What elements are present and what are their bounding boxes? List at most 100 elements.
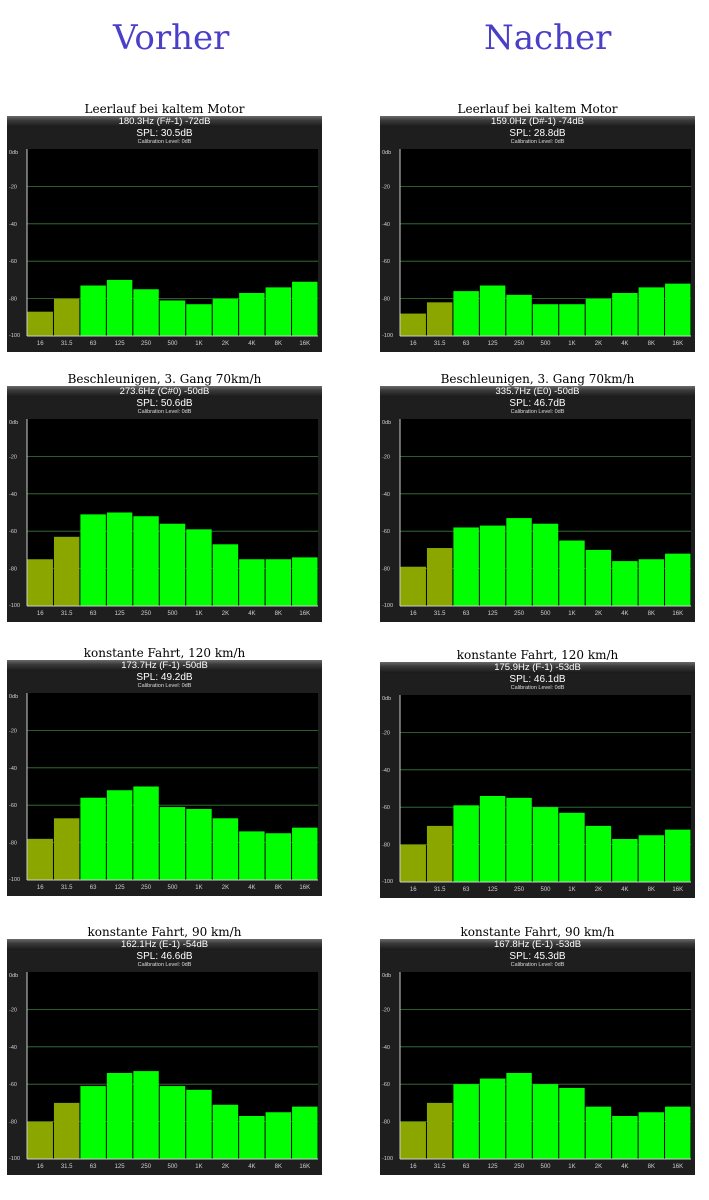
bar [239, 831, 265, 880]
bar [239, 292, 265, 336]
bar [292, 827, 318, 880]
frequency-readout: 335.7Hz (E0) -50dB [380, 386, 695, 397]
column-title-after: Nacher [484, 18, 612, 58]
bar [612, 838, 638, 882]
calibration-level: Calibration Level: 0dB [137, 962, 192, 968]
bar [559, 304, 585, 336]
x-tick-label: 250 [141, 885, 152, 891]
panel-idle-before: Leerlauf bei kaltem Motor 180.3Hz (F#-1)… [7, 102, 322, 352]
panel-caption: konstante Fahrt, 120 km/h [83, 646, 246, 660]
bar [133, 1071, 159, 1159]
x-tick-label: 8K [648, 341, 655, 347]
x-tick-label: 500 [167, 611, 178, 617]
bar [80, 285, 106, 336]
bar [532, 304, 559, 336]
x-tick-label: 8K [275, 1164, 282, 1170]
bar [239, 559, 265, 606]
x-tick-label: 16K [299, 1164, 310, 1170]
bar [159, 523, 186, 606]
y-tick-label: -60 [382, 805, 390, 811]
bar [80, 1086, 106, 1159]
x-tick-label: 1K [195, 611, 202, 617]
y-tick-label: -40 [382, 1045, 390, 1051]
bar [559, 812, 585, 882]
y-tick-label: -80 [9, 1120, 17, 1126]
spl-readout: SPL: 46.6dB [136, 951, 193, 962]
bar [453, 1084, 479, 1159]
x-tick-label: 16K [299, 611, 310, 617]
bar [665, 1106, 691, 1159]
panel-caption: konstante Fahrt, 90 km/h [460, 925, 615, 939]
x-tick-label: 63 [90, 341, 97, 347]
panel-120kmh-before: konstante Fahrt, 120 km/h 173.7Hz (F-1) … [7, 646, 322, 896]
bar [106, 790, 133, 880]
x-tick-label: 125 [115, 341, 126, 347]
x-tick-label: 4K [248, 341, 255, 347]
x-tick-label: 2K [595, 1164, 602, 1170]
bar [532, 523, 559, 606]
spectrum-chart: 0db -20 -40 -60 -80 -100 16 31.5 63 125 250 500 1K 2K… [382, 695, 691, 893]
bar [27, 838, 53, 880]
x-tick-label: 16K [672, 887, 683, 893]
x-tick-label: 63 [90, 885, 97, 891]
y-tick-label: -60 [382, 259, 390, 265]
bar [53, 1102, 80, 1159]
y-tick-label: -100 [382, 879, 393, 885]
y-tick-label: -40 [9, 766, 17, 772]
y-tick-label: -100 [9, 603, 20, 609]
x-tick-label: 1K [568, 887, 575, 893]
calibration-level: Calibration Level: 0dB [510, 409, 565, 415]
bar [27, 559, 53, 606]
bar [612, 561, 638, 606]
y-tick-label: -40 [382, 492, 390, 498]
bar [638, 559, 665, 606]
spl-readout: SPL: 28.8dB [509, 128, 566, 139]
y-tick-label: -100 [382, 333, 393, 339]
panel-90kmh-before: konstante Fahrt, 90 km/h 162.1Hz (E-1) -… [7, 925, 322, 1175]
y-tick-label: 0db [382, 420, 391, 426]
x-tick-label: 16 [410, 611, 417, 617]
bar [186, 304, 212, 336]
frequency-readout: 273.6Hz (C#0) -50dB [7, 386, 322, 397]
spl-readout: SPL: 46.7dB [509, 398, 566, 409]
bar [159, 300, 186, 336]
bar [265, 833, 292, 880]
bar [292, 557, 318, 606]
bar [532, 807, 559, 882]
x-tick-label: 500 [540, 887, 551, 893]
y-tick-label: -60 [9, 259, 17, 265]
y-tick-label: -40 [9, 222, 17, 228]
y-tick-label: -80 [9, 297, 17, 303]
bar [53, 536, 80, 606]
x-tick-label: 2K [222, 341, 229, 347]
bar [400, 313, 426, 336]
x-tick-label: 125 [488, 611, 499, 617]
y-tick-label: -100 [9, 1156, 20, 1162]
x-tick-label: 125 [115, 611, 126, 617]
x-tick-label: 1K [195, 341, 202, 347]
x-tick-label: 16 [37, 1164, 44, 1170]
panel-accel-after: Beschleunigen, 3. Gang 70km/h 335.7Hz (E… [380, 372, 695, 622]
bar [400, 566, 426, 606]
y-tick-label: -80 [382, 567, 390, 573]
x-tick-label: 16 [410, 887, 417, 893]
panel-caption: Beschleunigen, 3. Gang 70km/h [67, 372, 262, 386]
x-tick-label: 4K [248, 1164, 255, 1170]
x-tick-label: 125 [488, 887, 499, 893]
spectrum-chart: 0db -20 -40 -60 -80 -100 16 31.5 63 125 250 500 1K 2K… [382, 972, 691, 1170]
x-tick-label: 125 [488, 341, 499, 347]
frequency-readout: 175.9Hz (F-1) -53dB [380, 662, 695, 673]
analyzer: 175.9Hz (F-1) -53dB SPL: 46.1dB Calibrat… [380, 662, 695, 898]
y-tick-label: -60 [382, 529, 390, 535]
bar [638, 1112, 665, 1159]
bar [665, 553, 691, 606]
x-tick-label: 4K [248, 885, 255, 891]
bar [426, 302, 453, 336]
panel-90kmh-after: konstante Fahrt, 90 km/h 167.8Hz (E-1) -… [380, 925, 695, 1175]
x-tick-label: 500 [167, 1164, 178, 1170]
x-tick-label: 31.5 [61, 341, 73, 347]
x-tick-label: 16 [37, 885, 44, 891]
bar [453, 805, 479, 882]
panel-caption: konstante Fahrt, 90 km/h [87, 925, 242, 939]
x-tick-label: 2K [222, 611, 229, 617]
